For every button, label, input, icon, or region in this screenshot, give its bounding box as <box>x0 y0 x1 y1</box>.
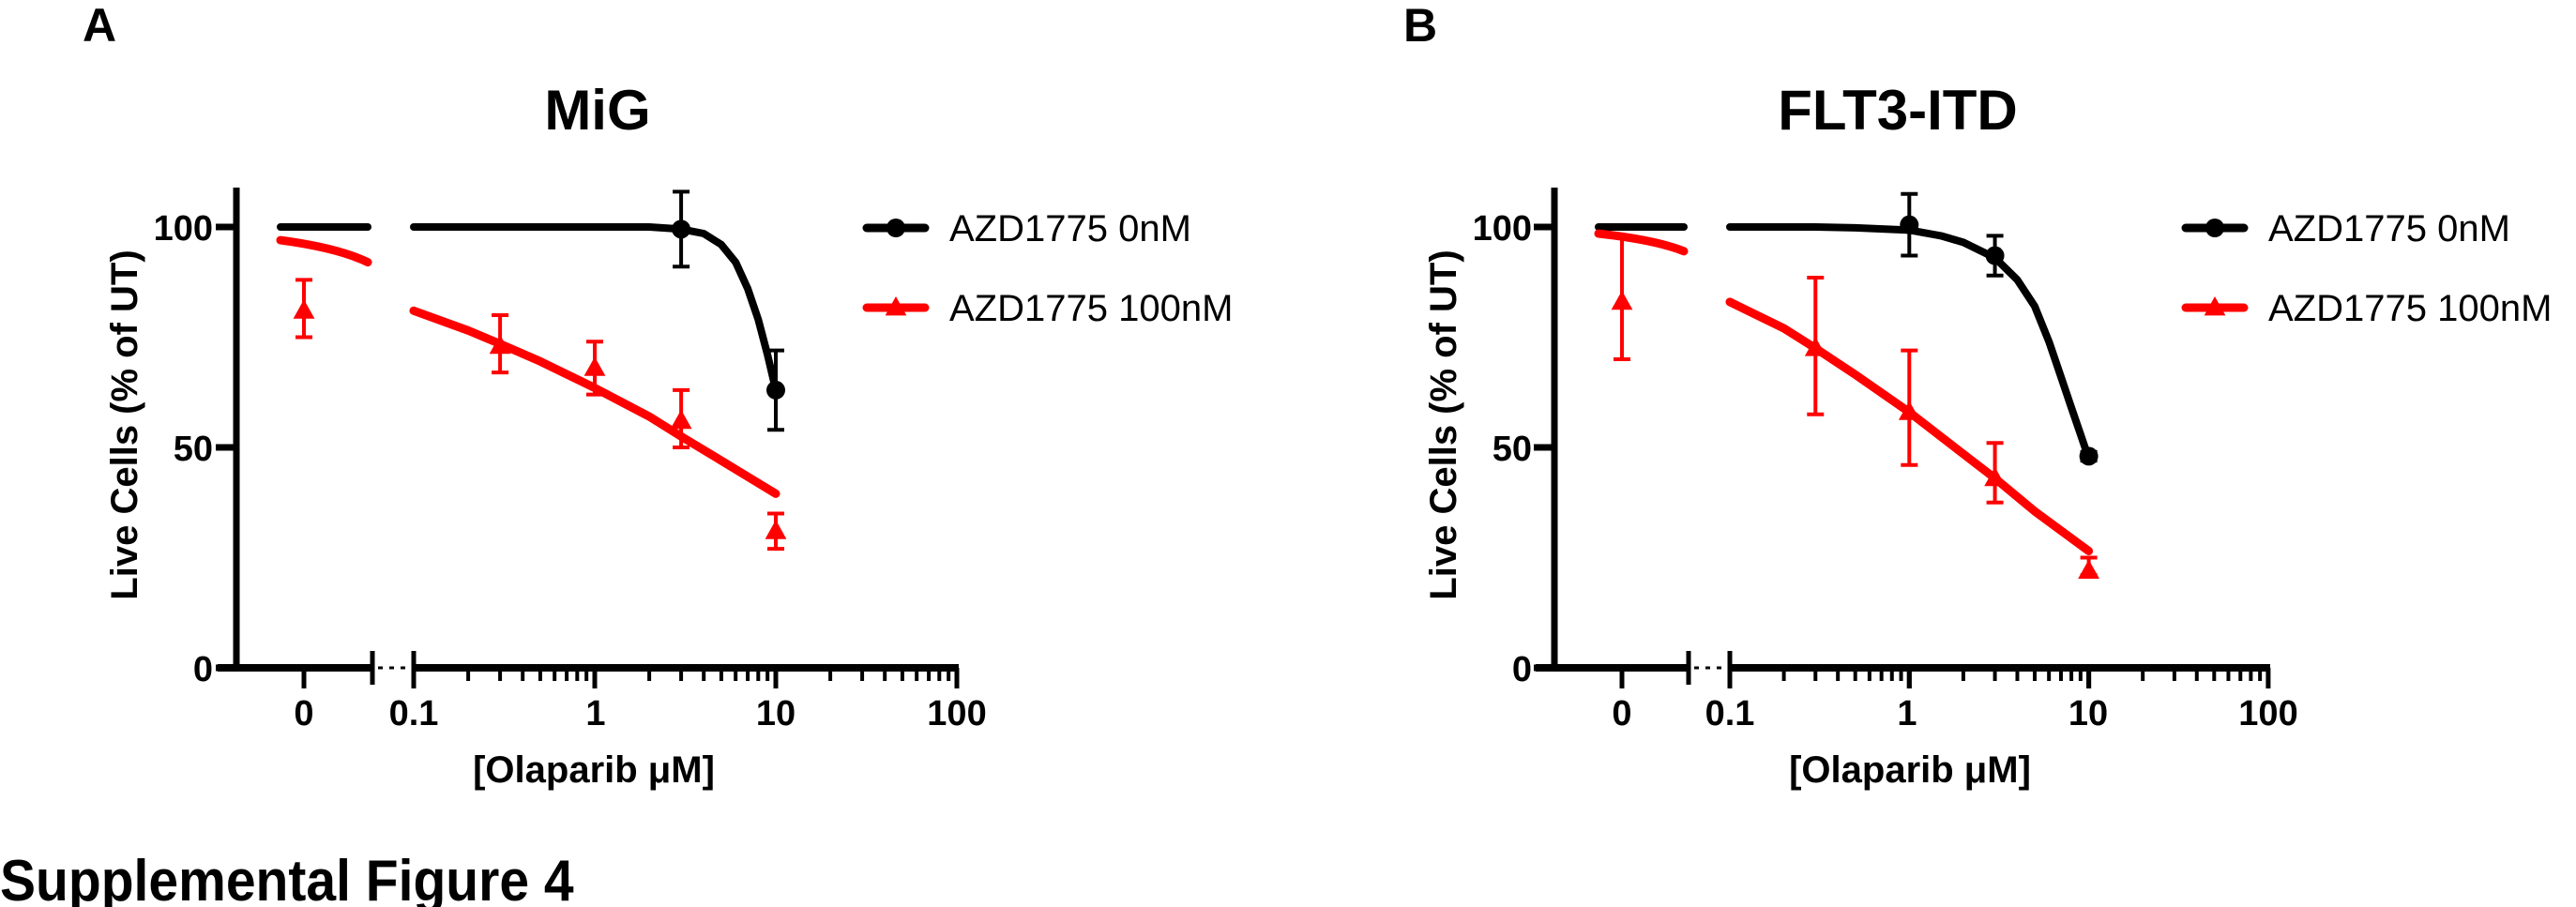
fit-curve-zero-segment <box>276 235 372 267</box>
y-axis-label: Live Cells (% of UT) <box>1423 249 1464 599</box>
y-tick-label: 100 <box>1473 209 1532 249</box>
y-tick-label: 50 <box>1493 430 1532 469</box>
figure-caption: Supplemental Figure 4 <box>0 848 574 907</box>
x-tick-label: 0 <box>1612 694 1631 733</box>
data-point-triangle-icon <box>583 356 606 376</box>
legend-swatch-circle-black <box>2181 219 2249 237</box>
data-point-circle-icon <box>1900 215 1919 234</box>
x-tick-label: 100 <box>2238 694 2297 733</box>
legend-triangle-icon <box>885 296 907 316</box>
fit-curve <box>409 306 780 498</box>
panel-a: A MiG Live Cells (% of UT) 0 50 100 0 0.… <box>83 0 1233 791</box>
data-point-triangle-icon <box>1804 337 1826 356</box>
data-point-triangle-icon <box>2078 559 2099 579</box>
x-tick-label: 1 <box>1897 694 1917 733</box>
x-tick-label: 0.1 <box>389 694 439 733</box>
panel-title: FLT3-ITD <box>1778 79 2018 142</box>
panel-title: MiG <box>544 79 650 142</box>
data-point-triangle-icon <box>670 409 692 430</box>
y-axis-label: Live Cells (% of UT) <box>104 249 145 599</box>
legend-swatch-triangle-red <box>862 296 930 316</box>
legend-item-0nM: AZD1775 0nM <box>2268 208 2510 249</box>
x-tick-label: 0.1 <box>1705 694 1755 733</box>
panel-letter: B <box>1403 0 1437 52</box>
legend-circle-icon <box>2205 219 2224 237</box>
legend-item-100nM: AZD1775 100nM <box>949 288 1233 329</box>
panel-letter: A <box>83 0 116 52</box>
fit-curve-zero-segment <box>1594 229 1689 256</box>
data-point-circle-icon <box>2079 446 2099 466</box>
fit-curve <box>410 223 780 394</box>
y-tick-label: 0 <box>1512 650 1532 689</box>
data-point-triangle-icon <box>293 299 315 319</box>
legend-triangle-icon <box>2204 296 2226 316</box>
x-tick-label: 1 <box>585 694 605 733</box>
legend-item-0nM: AZD1775 0nM <box>949 208 1191 249</box>
data-point-circle-icon <box>1985 246 2005 265</box>
data-point-triangle-icon <box>765 520 787 539</box>
y-tick-label: 0 <box>193 650 213 689</box>
data-point-circle-icon <box>672 219 691 239</box>
plot-area <box>216 188 960 688</box>
data-point-triangle-icon <box>1611 290 1633 310</box>
x-tick-label: 10 <box>756 694 796 733</box>
y-tick-label: 100 <box>154 209 213 249</box>
x-tick-label: 0 <box>294 694 313 733</box>
legend-item-100nM: AZD1775 100nM <box>2268 288 2552 329</box>
plot-area <box>1534 188 2271 688</box>
legend: AZD1775 0nM AZD1775 100nM <box>862 208 1233 329</box>
x-tick-label: 100 <box>927 694 986 733</box>
x-axis-label: [Olaparib μM] <box>1789 749 2031 791</box>
x-tick-label: 10 <box>2068 694 2108 733</box>
legend-circle-icon <box>886 219 905 237</box>
data-point-triangle-icon <box>489 334 511 355</box>
x-axis-label: [Olaparib μM] <box>473 749 715 791</box>
panel-b: B FLT3-ITD Live Cells (% of UT) 0 50 100… <box>1403 0 2552 791</box>
data-point-triangle-icon <box>1898 401 1920 420</box>
legend-swatch-triangle-red <box>2181 296 2249 316</box>
legend: AZD1775 0nM AZD1775 100nM <box>2181 208 2552 329</box>
legend-swatch-circle-black <box>862 219 930 237</box>
fit-curve <box>1726 223 2093 462</box>
data-point-circle-icon <box>766 380 785 400</box>
y-tick-label: 50 <box>174 430 213 469</box>
data-point-triangle-icon <box>1984 466 2006 487</box>
